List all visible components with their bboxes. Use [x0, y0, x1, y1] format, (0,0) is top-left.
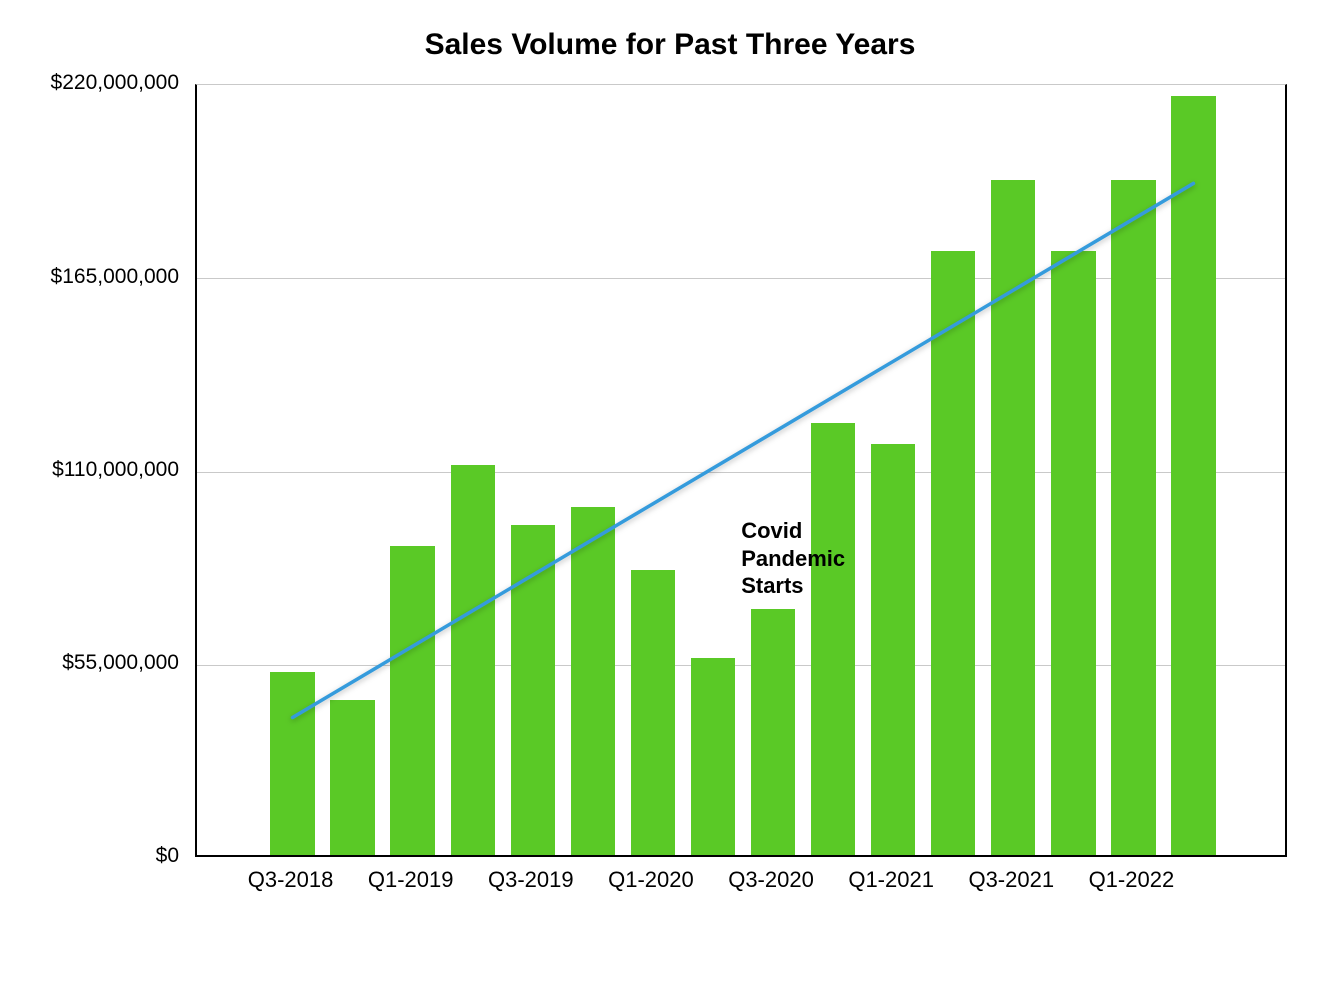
x-tick-label: Q1-2020: [608, 867, 694, 893]
x-tick-label: Q3-2018: [248, 867, 334, 893]
chart-title: Sales Volume for Past Three Years: [0, 28, 1340, 62]
annotation-line: Covid: [741, 517, 845, 545]
y-tick-label: $110,000,000: [0, 458, 179, 482]
x-tick-label: Q3-2019: [488, 867, 574, 893]
x-tick-label: Q3-2021: [968, 867, 1054, 893]
covid-annotation: CovidPandemicStarts: [741, 517, 845, 600]
y-tick-label: $55,000,000: [0, 651, 179, 675]
y-tick-label: $0: [0, 844, 179, 868]
sales-volume-chart: Sales Volume for Past Three Years CovidP…: [0, 0, 1340, 1004]
y-tick-label: $220,000,000: [0, 71, 179, 95]
plot-area: CovidPandemicStarts: [195, 84, 1287, 857]
trendline: [197, 85, 1289, 858]
x-tick-label: Q1-2021: [848, 867, 934, 893]
annotation-line: Starts: [741, 572, 845, 600]
x-tick-label: Q3-2020: [728, 867, 814, 893]
y-tick-label: $165,000,000: [0, 265, 179, 289]
annotation-line: Pandemic: [741, 545, 845, 573]
x-tick-label: Q1-2019: [368, 867, 454, 893]
x-tick-label: Q1-2022: [1089, 867, 1175, 893]
